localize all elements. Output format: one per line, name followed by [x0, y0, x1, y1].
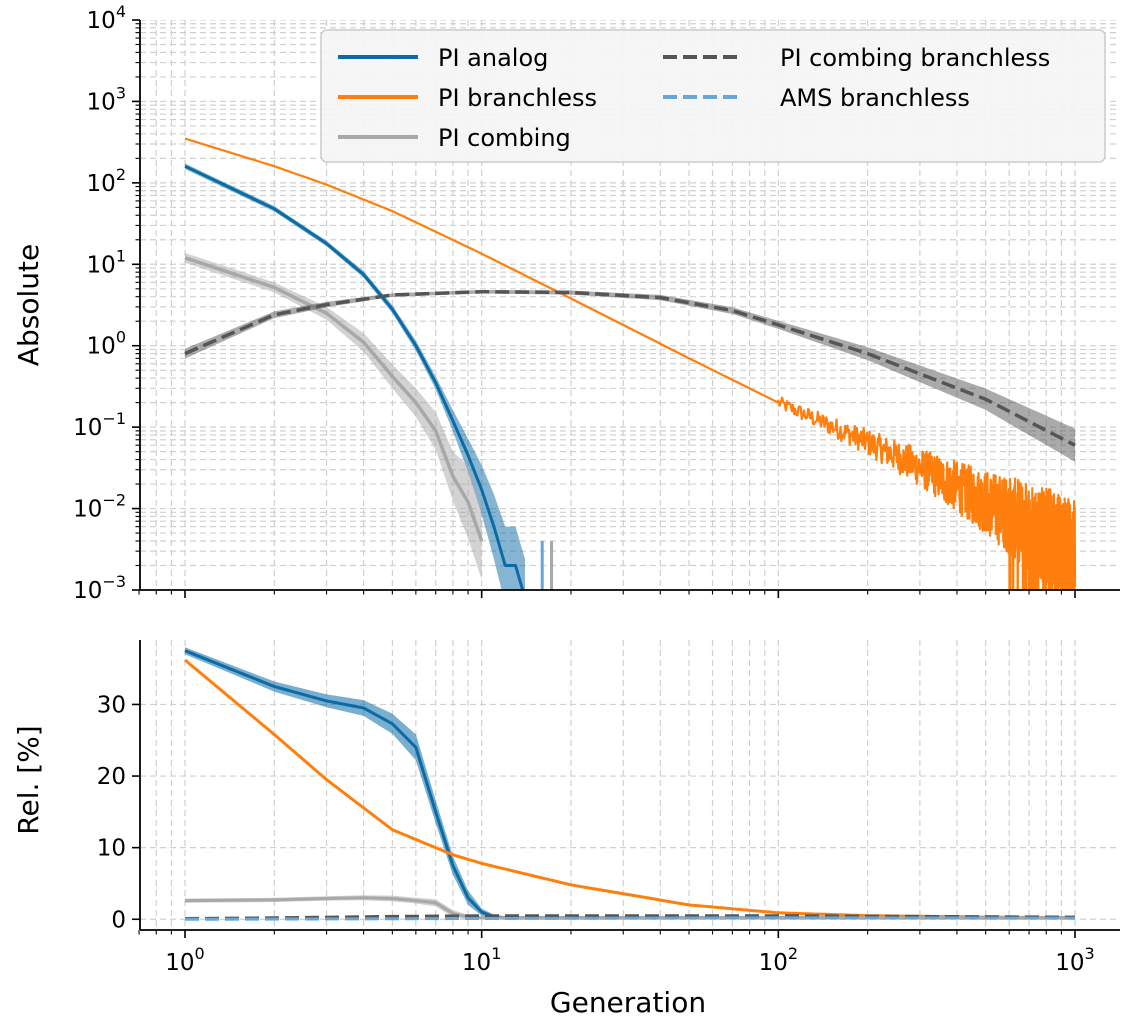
legend-label-ams-branchless: AMS branchless — [780, 84, 970, 112]
absolute-y-tick-label: 100 — [87, 328, 126, 360]
relative-x-ticks: 100 101 102 103 — [138, 930, 1095, 976]
relative-x-tick-label: 102 — [759, 944, 798, 976]
relative-y-tick-label: 30 — [97, 692, 126, 718]
series-line-pi-analog — [184, 164, 525, 590]
absolute-y-ticks: 104 103 102 101 100 10−1 10−2 10−3 — [73, 2, 140, 604]
series-band-pi-analog — [185, 163, 525, 590]
legend-label-pi-branchless: PI branchless — [438, 84, 597, 112]
absolute-x-ticks — [138, 590, 1076, 598]
absolute-panel: 104 103 102 101 100 10−1 10−2 10−3 Absolute PI … — [12, 2, 1120, 604]
relative-y-tick-label: 10 — [97, 836, 126, 862]
absolute-y-tick-label: 101 — [87, 246, 126, 278]
series-band-pi-analog — [185, 647, 1075, 920]
series-line-pi-combing-branchless — [184, 914, 1076, 920]
absolute-y-tick-label: 104 — [87, 2, 126, 34]
relative-panel: 0 10 20 30 100 101 102 103 Rel. [%] Generation — [12, 640, 1120, 1019]
absolute-y-tick-label: 10−2 — [73, 491, 126, 523]
relative-x-tick-label: 101 — [462, 944, 501, 976]
relative-plot-area — [184, 647, 1076, 921]
series-line-pi-combing-branchless — [184, 289, 1076, 447]
relative-y-ticks: 0 10 20 30 — [97, 692, 140, 933]
relative-x-tick-label: 103 — [1055, 944, 1094, 976]
absolute-y-tick-label: 102 — [87, 165, 126, 197]
absolute-y-tick-label: 10−3 — [73, 572, 126, 604]
legend-label-pi-combing-branchless: PI combing branchless — [780, 44, 1050, 72]
legend: PI analog PI branchless PI combing PI co… — [320, 29, 1106, 163]
x-axis-label: Generation — [550, 986, 706, 1019]
legend-label-pi-analog: PI analog — [438, 44, 548, 72]
relative-ylabel: Rel. [%] — [12, 725, 45, 834]
absolute-ylabel: Absolute — [12, 244, 45, 366]
absolute-y-tick-label: 10−1 — [73, 409, 126, 441]
series-band-pi-combing-branchless — [185, 290, 1075, 462]
absolute-y-tick-label: 103 — [87, 83, 126, 115]
series-line-pi-branchless — [184, 137, 1077, 590]
series-line-pi-analog — [184, 649, 1075, 920]
relative-axes — [139, 640, 1120, 931]
relative-grid — [140, 640, 1120, 930]
absolute-plot-area — [184, 137, 1077, 590]
relative-x-tick-label: 100 — [165, 944, 204, 976]
series-line-pi-combing — [184, 256, 484, 542]
legend-label-pi-combing: PI combing — [438, 124, 571, 152]
relative-y-tick-label: 0 — [111, 907, 126, 933]
relative-y-tick-label: 20 — [97, 764, 126, 790]
series-line-ams-branchless — [184, 916, 1076, 921]
